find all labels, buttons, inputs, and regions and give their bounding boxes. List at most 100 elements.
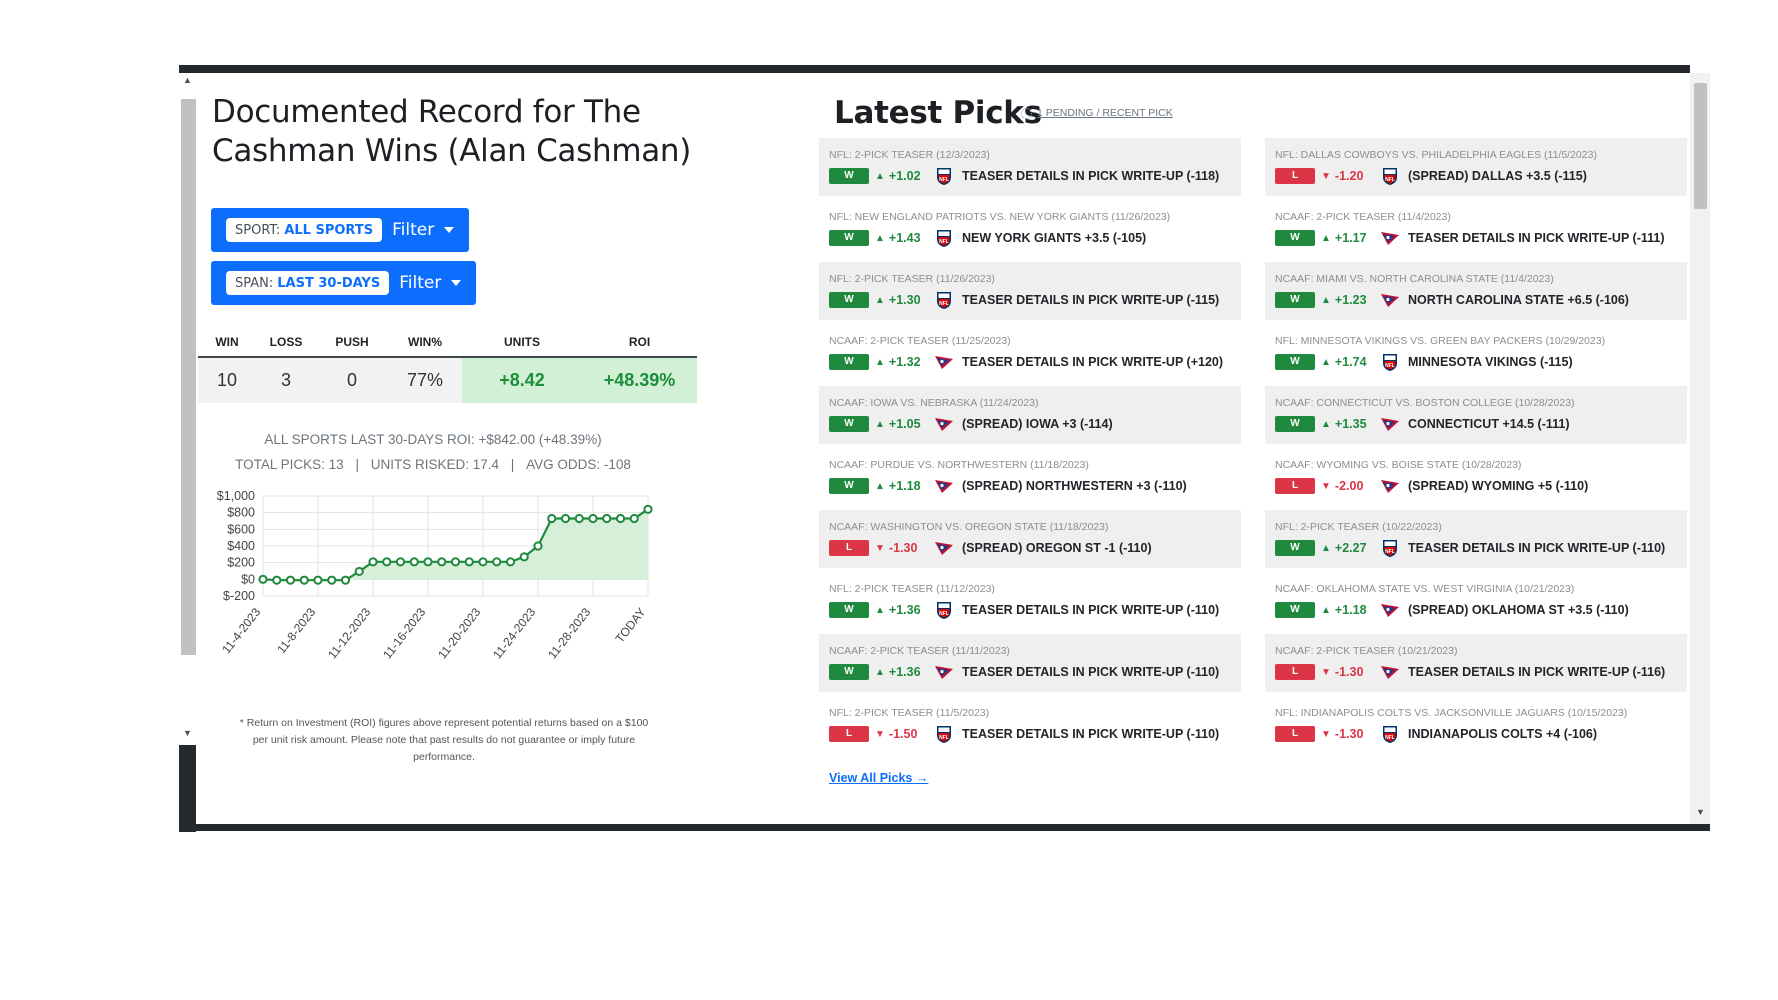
stats-header-units: UNITS [504,335,540,349]
pick-result-line: W ▲ +1.23 NORTH CAROLINA STATE +6.5 (-106) [1275,291,1629,309]
pick-selection: (SPREAD) OREGON ST -1 (-110) [962,541,1152,555]
right-scrollbar[interactable]: ▼ [1690,73,1710,824]
pick-row[interactable]: NFL: INDIANAPOLIS COLTS VS. JACKSONVILLE… [1265,696,1687,756]
pick-units: ▲ +1.05 [875,417,930,431]
roi-disclaimer: * Return on Investment (ROI) figures abo… [239,717,649,763]
pick-units-value: +2.27 [1334,541,1367,555]
svg-text:NFL: NFL [939,611,949,617]
ncaaf-pennant-icon [935,480,953,493]
scroll-down-arrow-icon[interactable]: ▼ [183,728,192,738]
pick-row[interactable]: NCAAF: WYOMING VS. BOISE STATE (10/28/20… [1265,448,1687,508]
pick-selection: TEASER DETAILS IN PICK WRITE-UP (-118) [962,169,1220,183]
svg-text:NFL: NFL [1385,549,1395,555]
x-tick-label: TODAY [613,605,649,645]
pick-row[interactable]: NFL: MINNESOTA VIKINGS VS. GREEN BAY PAC… [1265,324,1687,384]
pick-result-line: W ▲ +1.18 (SPREAD) NORTHWESTERN +3 (-110) [829,477,1187,495]
pick-row[interactable]: NCAAF: 2-PICK TEASER (11/25/2023) W ▲ +1.32… [819,324,1241,384]
pick-row[interactable]: NFL: 2-PICK TEASER (11/26/2023) W ▲ +1.30 NF… [819,262,1241,322]
pick-row[interactable]: NFL: DALLAS COWBOYS VS. PHILADELPHIA EAG… [1265,138,1687,198]
pick-row[interactable]: NCAAF: 2-PICK TEASER (11/4/2023) W ▲ +1.17 T… [1265,200,1687,260]
nfl-shield-icon: NFL [937,230,951,247]
pick-units: ▲ +1.36 [875,603,930,617]
ncaaf-pennant-icon [1381,604,1399,617]
pick-units-value: +1.43 [888,231,921,245]
win-badge: W [1275,416,1315,432]
avg-odds: AVG ODDS: -108 [526,457,631,472]
triangle-up-icon: ▲ [875,356,885,368]
chart-point [327,575,337,585]
left-scrollbar-thumb[interactable] [181,99,196,655]
sport-filter-button[interactable]: SPORT: ALL SPORTS Filter [211,208,470,252]
pick-row[interactable]: NCAAF: OKLAHOMA STATE VS. WEST VIRGINIA … [1265,572,1687,632]
triangle-up-icon: ▲ [1321,232,1331,244]
pick-row[interactable]: NFL: 2-PICK TEASER (10/22/2023) W ▲ +2.27 NF… [1265,510,1687,570]
pending-picks-link[interactable]: 1 PENDING / RECENT PICK [1037,107,1173,119]
pick-row[interactable]: NCAAF: 2-PICK TEASER (10/21/2023) L ▼ -1.30… [1265,634,1687,694]
scroll-up-arrow-icon[interactable]: ▲ [183,75,192,85]
span-filter-button[interactable]: SPAN: LAST 30-DAYS Filter [211,261,477,305]
pick-selection: TEASER DETAILS IN PICK WRITE-UP (-115) [962,293,1220,307]
pick-units: ▲ +1.32 [875,355,930,369]
pick-row[interactable]: NFL: 2-PICK TEASER (11/5/2023) L ▼ -1.50 NFL… [819,696,1241,756]
chart-point [602,513,612,524]
pick-units-value: +1.18 [1334,603,1367,617]
pick-units-value: +1.74 [1334,355,1367,369]
svg-text:NFL: NFL [1385,177,1395,183]
pick-result-line: W ▲ +1.18 (SPREAD) OKLAHOMA ST +3.5 (-110) [1275,601,1629,619]
win-badge: W [1275,354,1315,370]
win-badge: W [1275,230,1315,246]
triangle-up-icon: ▲ [1321,356,1331,368]
pick-result-line: L ▼ -2.00 (SPREAD) WYOMING +5 (-110) [1275,477,1588,495]
right-scrollbar-thumb[interactable] [1694,83,1707,209]
pick-units: ▲ +1.17 [1321,231,1376,245]
triangle-up-icon: ▲ [875,170,885,182]
nfl-shield-icon: NFL [1383,540,1397,557]
sport-filter-label: Filter [392,220,435,240]
x-tick-label: 11-4-2023 [219,605,263,656]
pick-units-value: +1.17 [1334,231,1367,245]
svg-text:NFL: NFL [939,239,949,245]
total-picks: TOTAL PICKS: 13 [235,457,344,472]
chart-point [437,557,447,567]
view-all-picks-link[interactable]: View All Picks → [829,771,929,785]
win-badge: W [1275,292,1315,308]
pick-selection: TEASER DETAILS IN PICK WRITE-UP (-111) [1408,231,1665,245]
svg-text:NFL: NFL [939,301,949,307]
x-tick-label: 11-20-2023 [435,605,483,662]
sport-filter-value: ALL SPORTS [284,222,374,238]
pick-row[interactable]: NCAAF: IOWA VS. NEBRASKA (11/24/2023) W ▲ +… [819,386,1241,446]
triangle-down-icon: ▼ [1321,728,1331,740]
stats-header-push: PUSH [335,335,369,349]
triangle-up-icon: ▲ [1321,604,1331,616]
stats-header-win: WIN [215,335,239,349]
pick-row[interactable]: NCAAF: WASHINGTON VS. OREGON STATE (11/1… [819,510,1241,570]
pick-units-value: -1.30 [888,541,918,555]
pick-row[interactable]: NCAAF: PURDUE VS. NORTHWESTERN (11/18/20… [819,448,1241,508]
pick-row[interactable]: NFL: 2-PICK TEASER (12/3/2023) W ▲ +1.02 NFL… [819,138,1241,198]
chart-point [464,557,474,567]
left-scrollbar[interactable]: ▲ ▼ [179,73,196,832]
span-filter-key: SPAN: [235,275,274,291]
pick-row[interactable]: NCAAF: MIAMI VS. NORTH CAROLINA STATE (1… [1265,262,1687,322]
win-badge: W [829,354,869,370]
pick-header: NFL: NEW ENGLAND PATRIOTS VS. NEW YORK G… [829,211,1171,223]
y-tick-label: $0 [241,572,255,586]
pick-row[interactable]: NCAAF: CONNECTICUT VS. BOSTON COLLEGE (1… [1265,386,1687,446]
pick-result-line: W ▲ +1.74 NFL MINNESOTA VIKINGS (-115) [1275,353,1573,371]
chart-point [368,557,378,567]
y-tick-label: $600 [227,522,255,536]
loss-badge: L [829,540,869,556]
pick-selection: MINNESOTA VIKINGS (-115) [1408,355,1573,369]
chart-point [340,575,351,585]
svg-text:NFL: NFL [1385,363,1395,369]
pick-header: NCAAF: OKLAHOMA STATE VS. WEST VIRGINIA … [1275,583,1575,595]
pick-row[interactable]: NCAAF: 2-PICK TEASER (11/11/2023) W ▲ +1.36… [819,634,1241,694]
sport-filter-pill: SPORT: ALL SPORTS [226,218,383,242]
pick-row[interactable]: NFL: NEW ENGLAND PATRIOTS VS. NEW YORK G… [819,200,1241,260]
scroll-down-arrow-icon[interactable]: ▼ [1696,807,1705,817]
y-tick-label: $200 [227,556,255,570]
pick-row[interactable]: NFL: 2-PICK TEASER (11/12/2023) W ▲ +1.36 NF… [819,572,1241,632]
triangle-down-icon: ▼ [875,728,885,740]
pick-units: ▲ +2.27 [1321,541,1376,555]
